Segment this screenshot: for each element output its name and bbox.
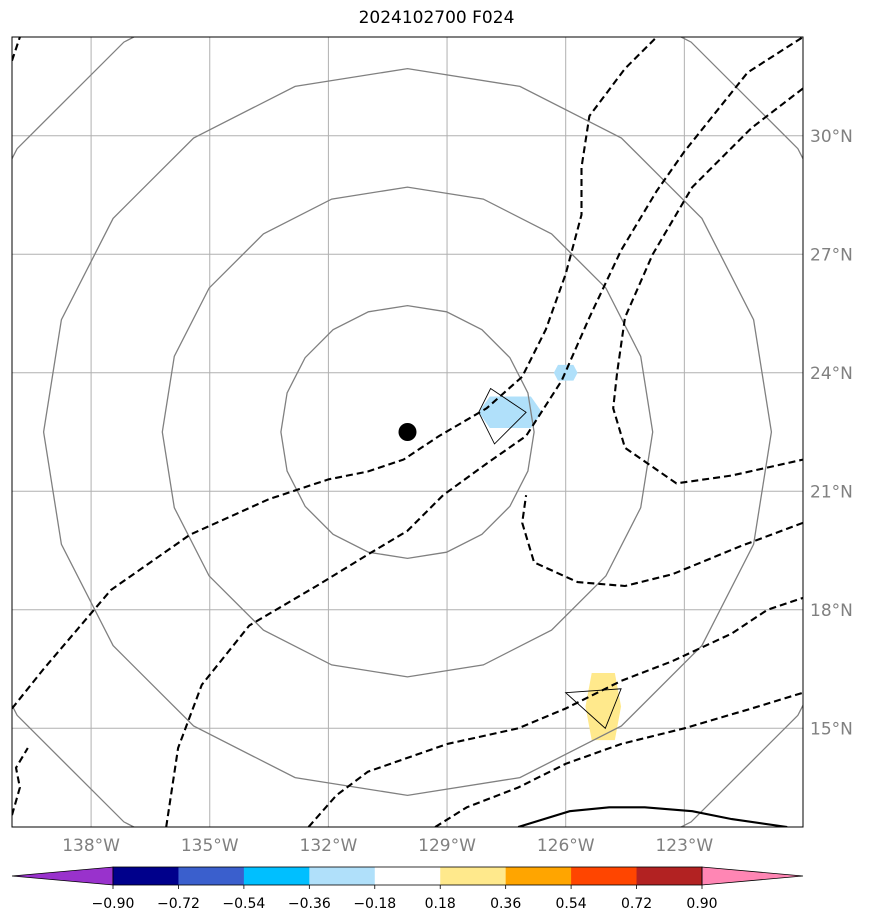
colorbar-tick-label: −0.90 [92,896,135,912]
colorbar-tick-label: −0.36 [288,896,331,912]
colorbar-segment [243,867,310,885]
x-tick-label: 138°W [62,836,120,856]
x-tick-label: 135°W [181,836,239,856]
colorbar-segment [309,867,376,885]
colorbar-extend-low [11,866,114,886]
x-tick-label: 126°W [537,836,595,856]
dashed-contour [12,37,21,62]
colorbar-tick-label: 0.18 [425,896,456,912]
colorbar-segment [178,867,245,885]
colorbar-frame [112,866,703,886]
dashed-contour [434,691,803,827]
y-tick-label: 30°N [810,127,853,147]
solid-contour [517,806,788,827]
y-tick-label: 24°N [810,364,853,384]
shaded-region [553,364,578,381]
shaded-region [478,396,542,429]
y-tick-label: 21°N [810,482,853,502]
x-tick-label: 123°W [655,836,713,856]
dashed-contour [165,37,803,827]
range-ring [42,67,773,797]
colorbar-segment [505,867,572,885]
colorbar-tick-label: 0.90 [686,896,717,912]
colorbar: −0.90 −0.72 −0.54 −0.36 −0.18 0.18 0.36 0.54 0.7… [11,866,804,912]
dashed-contour [12,37,658,710]
colorbar-extend-high [701,866,804,886]
y-tick-label: 15°N [810,719,853,739]
outline-polygon [478,387,527,445]
colorbar-tick-label: 0.36 [490,896,521,912]
y-tick-label: 27°N [810,245,853,265]
contour-lines [12,37,803,827]
dashed-contour [612,87,803,485]
colorbar-segment [571,867,638,885]
colorbar-tick-label: −0.54 [222,896,265,912]
dashed-contour [12,747,29,816]
center-dot [398,423,417,441]
plot-frame [11,36,804,828]
range-ring [161,186,654,678]
center-marker [398,423,417,441]
chart-title: 2024102700 F024 [358,8,515,28]
range-ring [280,304,535,560]
colorbar-tick-label: −0.72 [157,896,200,912]
x-tick-label: 132°W [300,836,358,856]
colorbar-tick-label: 0.54 [556,896,587,912]
y-tick-label: 18°N [810,601,853,621]
outline-polygons [478,387,622,730]
outline-polygon [564,688,622,730]
dashed-contour [307,596,803,827]
colorbar-segment [374,867,441,885]
x-tick-labels: 138°W 135°W 132°W 129°W 126°W 123°W [62,836,713,856]
shaded-regions [478,364,622,741]
y-tick-labels: 15°N 18°N 21°N 24°N 27°N 30°N [810,127,853,740]
colorbar-tick-label: −0.18 [353,896,396,912]
colorbar-tick-label: 0.72 [621,896,652,912]
colorbar-segment [113,867,179,885]
dashed-contour [521,495,803,588]
x-tick-label: 129°W [418,836,476,856]
colorbar-segment [440,867,507,885]
colorbar-segment [636,867,703,885]
